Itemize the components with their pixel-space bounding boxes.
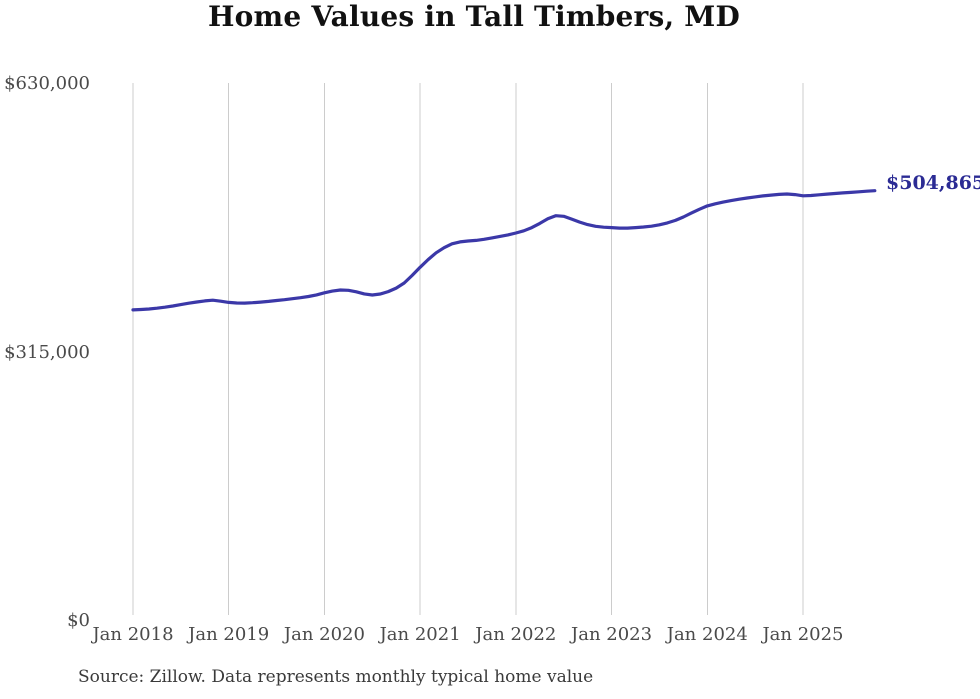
x-axis-tick-label: Jan 2018 <box>92 624 174 645</box>
x-axis-tick-label: Jan 2022 <box>475 624 557 645</box>
x-axis-tick-label: Jan 2021 <box>379 624 461 645</box>
source-note: Source: Zillow. Data represents monthly … <box>78 667 594 687</box>
x-axis-tick-label: Jan 2019 <box>188 624 270 645</box>
home-value-line <box>131 189 877 312</box>
x-axis-tick-label: Jan 2024 <box>666 624 748 645</box>
y-axis-tick-label: $315,000 <box>4 341 90 363</box>
y-axis-tick-label: $630,000 <box>4 73 90 94</box>
y-axis-tick-label: $0 <box>67 610 90 631</box>
x-axis-tick-label: Jan 2023 <box>571 624 653 645</box>
latest-value-label: $504,865 <box>886 172 980 194</box>
x-axis-tick-label: Jan 2025 <box>762 624 844 645</box>
chart-title: Home Values in Tall Timbers, MD <box>208 0 740 33</box>
x-axis-tick-label: Jan 2020 <box>283 624 365 645</box>
